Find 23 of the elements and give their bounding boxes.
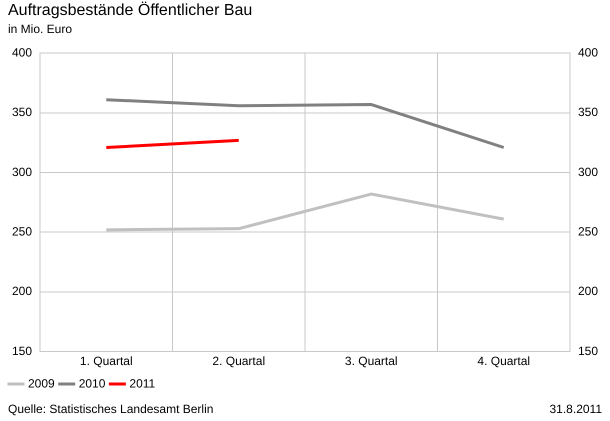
chart-subtitle: in Mio. Euro xyxy=(8,22,72,36)
y-tick-label: 350 xyxy=(12,105,32,120)
legend-label: 2009 xyxy=(28,376,56,390)
y-tick-label: 300 xyxy=(12,164,32,179)
y2-tick-label: 250 xyxy=(578,224,598,239)
legend-label: 2011 xyxy=(129,376,156,390)
y2-tick-label: 400 xyxy=(578,46,598,60)
text: 31.8.2011 xyxy=(550,402,602,416)
y-tick-label: 200 xyxy=(12,284,32,298)
legend-label: 2010 xyxy=(78,376,106,390)
y-tick-label: 250 xyxy=(12,224,32,239)
x-tick-label: 2. Quartal xyxy=(212,354,266,368)
x-tick-label: 1. Quartal xyxy=(80,354,133,368)
chart-title: Auftragsbestände Öffentlicher Bau xyxy=(8,2,252,20)
y2-tick-label: 200 xyxy=(578,284,598,298)
x-tick-label: 4. Quartal xyxy=(477,354,530,368)
y2-tick-label: 150 xyxy=(578,344,598,358)
y2-tick-label: 350 xyxy=(578,105,598,120)
source-note: Quelle: Statistisches Landesamt Berlin xyxy=(8,402,214,416)
y-tick-label: 150 xyxy=(12,344,32,358)
y-tick-label: 400 xyxy=(12,46,32,60)
x-tick-label: 3. Quartal xyxy=(344,354,398,368)
y2-tick-label: 300 xyxy=(578,164,598,179)
